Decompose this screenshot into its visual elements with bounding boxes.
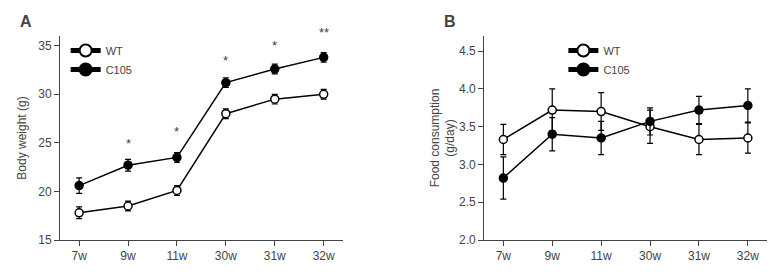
svg-text:9w: 9w <box>545 249 561 263</box>
svg-text:9w: 9w <box>120 249 136 263</box>
svg-text:*: * <box>126 136 131 151</box>
svg-text:32w: 32w <box>313 249 335 263</box>
svg-text:*: * <box>174 124 179 139</box>
svg-text:WT: WT <box>603 45 620 57</box>
svg-text:B: B <box>444 13 456 30</box>
svg-text:7w: 7w <box>496 249 512 263</box>
svg-text:30w: 30w <box>215 249 237 263</box>
svg-text:35: 35 <box>38 39 52 53</box>
svg-text:Body weight (g): Body weight (g) <box>15 96 29 179</box>
svg-text:WT: WT <box>106 45 123 57</box>
svg-text:4.5: 4.5 <box>459 44 476 58</box>
svg-text:32w: 32w <box>737 249 759 263</box>
svg-text:31w: 31w <box>264 249 286 263</box>
svg-text:25: 25 <box>38 136 52 150</box>
svg-text:20: 20 <box>38 185 52 199</box>
svg-text:4.0: 4.0 <box>459 82 476 96</box>
svg-text:11w: 11w <box>166 249 187 263</box>
svg-text:3.5: 3.5 <box>459 120 476 134</box>
svg-text:31w: 31w <box>688 249 710 263</box>
svg-text:**: ** <box>319 25 329 40</box>
svg-text:C105: C105 <box>603 64 629 76</box>
svg-text:30w: 30w <box>639 249 661 263</box>
svg-text:2.5: 2.5 <box>459 195 476 209</box>
svg-text:*: * <box>272 38 277 53</box>
svg-text:2.0: 2.0 <box>459 233 476 247</box>
svg-text:3.0: 3.0 <box>459 158 476 172</box>
svg-text:C105: C105 <box>106 64 132 76</box>
svg-text:A: A <box>20 13 32 30</box>
svg-text:7w: 7w <box>71 249 87 263</box>
svg-text:11w: 11w <box>591 249 612 263</box>
svg-text:30: 30 <box>38 87 52 101</box>
svg-text:*: * <box>223 53 228 68</box>
svg-text:Food consumption(g/day): Food consumption(g/day) <box>428 89 458 188</box>
svg-text:15: 15 <box>38 233 52 247</box>
